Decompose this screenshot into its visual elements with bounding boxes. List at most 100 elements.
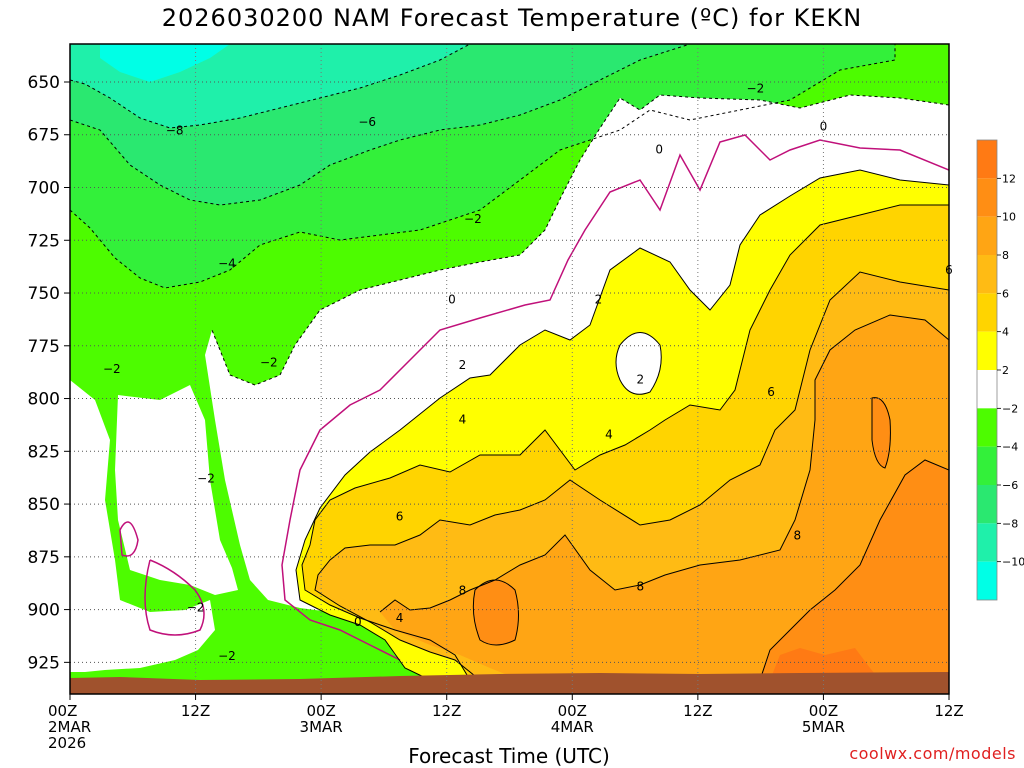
contour-label-23: 0: [354, 615, 362, 629]
colorbar-label-0: 12: [1002, 172, 1016, 185]
colorbar-bin-9: [977, 485, 997, 524]
colorbar-bin-10: [977, 523, 997, 562]
contour-line-8: [379, 314, 949, 613]
contour-label-12: 2: [459, 358, 467, 372]
fill-band-above-12: [770, 648, 880, 680]
contour-label-21: 8: [636, 579, 644, 593]
contour-label-2: −2: [747, 81, 765, 95]
contour-label-13: 2: [636, 373, 644, 387]
plot-frame: [69, 43, 950, 695]
chart-title: 2026030200 NAM Forecast Temperature (ºC)…: [161, 4, 863, 32]
contour-line-0-left: [119, 521, 139, 557]
contour-label-4: 0: [655, 143, 663, 157]
y-tick-label-825: 825: [28, 442, 60, 462]
contour-label-14: 6: [767, 385, 775, 399]
colorbar-bin-8: [977, 446, 997, 485]
colorbar-label-2: 8: [1002, 249, 1009, 262]
contour-label-6: −4: [218, 256, 236, 270]
contour-label-1: −6: [358, 115, 376, 129]
x-tick-label-12-0: 12Z: [181, 702, 210, 720]
contour-line-2-hole: [615, 332, 662, 395]
contour-line-0: [281, 134, 949, 661]
contour-label-8: 0: [448, 292, 456, 306]
y-tick-label-650: 650: [28, 73, 60, 93]
contour-label-3: 0: [820, 119, 828, 133]
contour-line-2: [295, 169, 949, 681]
colorbar-label-9: −8: [1002, 517, 1018, 530]
colorbar-bin-5: [977, 331, 997, 370]
fill-island-10-mid: [473, 580, 519, 645]
source-credit[interactable]: coolwx.com/models: [849, 744, 1016, 763]
y-tick-label-775: 775: [28, 337, 60, 357]
x-tick-label-48-0: 00Z: [558, 702, 587, 720]
fill-hole-white: [616, 332, 662, 395]
y-tick-label-800: 800: [28, 390, 60, 410]
colorbar-label-1: 10: [1002, 211, 1016, 224]
contour-label-19: 8: [793, 529, 801, 543]
contour-label-15: 4: [459, 413, 467, 427]
contour-line-minus6: [70, 44, 691, 206]
colorbar-label-6: −2: [1002, 402, 1018, 415]
fill-island-10-upper: [872, 397, 891, 468]
x-tick-label-72-0: 00Z: [809, 702, 838, 720]
x-tick-label-0-0: 00Z: [48, 702, 77, 720]
colorbar-bin-11: [977, 561, 997, 600]
y-tick-label-725: 725: [28, 231, 60, 251]
y-tick-label-900: 900: [28, 601, 60, 621]
colorbar-label-10: −10: [1002, 556, 1024, 569]
contour-line-4: [301, 204, 949, 681]
colorbar-label-5: 2: [1002, 364, 1009, 377]
x-tick-label-24-0: 00Z: [306, 702, 335, 720]
contour-line-6: [314, 271, 949, 681]
contour-label-9: 2: [595, 292, 603, 306]
contour-lines: [70, 44, 949, 681]
colorbar: 12 10 8 6 4 2 −2 −4 −6 −8 −10: [976, 139, 1024, 601]
x-tick-label-24-1: 3MAR: [300, 718, 343, 736]
x-axis-title: Forecast Time (UTC): [408, 744, 610, 768]
contour-label-22: −2: [187, 600, 205, 614]
fill-island-white-mid: [115, 385, 238, 595]
colorbar-bin-0: [977, 140, 997, 179]
contour-line-minus4: [70, 44, 896, 289]
ground-surface: [70, 672, 949, 694]
x-tick-label-84-0: 12Z: [934, 702, 963, 720]
y-tick-label-925: 925: [28, 653, 60, 673]
contour-line-10-island: [472, 579, 519, 646]
contour-label-0: −8: [166, 124, 184, 138]
x-tick-label-36-0: 12Z: [432, 702, 461, 720]
fill-band-8-to-10: [380, 315, 949, 680]
contour-label-10: −2: [103, 362, 121, 376]
fill-band-10-to-12: [760, 460, 949, 680]
y-tick-label-700: 700: [28, 179, 60, 199]
y-tick-label-750: 750: [28, 284, 60, 304]
contour-label-24: 4: [396, 611, 404, 625]
contour-line-0-lower: [144, 559, 205, 636]
colorbar-bin-2: [977, 216, 997, 255]
contour-line-10: [759, 459, 949, 681]
contour-label-5: −2: [464, 212, 482, 226]
y-tick-label-875: 875: [28, 548, 60, 568]
contour-label-25: −2: [218, 649, 236, 663]
contour-label-20: 8: [459, 584, 467, 598]
contour-label-18: 6: [396, 510, 404, 524]
y-tick-label-850: 850: [28, 495, 60, 515]
colorbar-label-3: 6: [1002, 287, 1009, 300]
colorbar-bin-4: [977, 293, 997, 332]
colorbar-label-8: −6: [1002, 479, 1018, 492]
filled-contours: [70, 44, 949, 694]
grid-layer: [69, 44, 950, 694]
colorbar-label-7: −4: [1002, 441, 1018, 454]
x-tick-label-0-1: 2MAR: [48, 718, 91, 736]
axis-layer: 65067570072575077580082585087590092500Z2…: [28, 73, 964, 752]
contour-line-minus8: [70, 44, 471, 129]
fill-band-below-minus10: [100, 44, 230, 82]
colorbar-bin-6: [977, 370, 997, 409]
colorbar-bin-3: [977, 255, 997, 294]
x-tick-label-60-0: 12Z: [683, 702, 712, 720]
colorbar-bin-7: [977, 408, 997, 447]
contour-line-10-upper: [871, 397, 891, 469]
x-tick-label-48-1: 4MAR: [551, 718, 594, 736]
colorbar-label-4: 4: [1002, 326, 1009, 339]
